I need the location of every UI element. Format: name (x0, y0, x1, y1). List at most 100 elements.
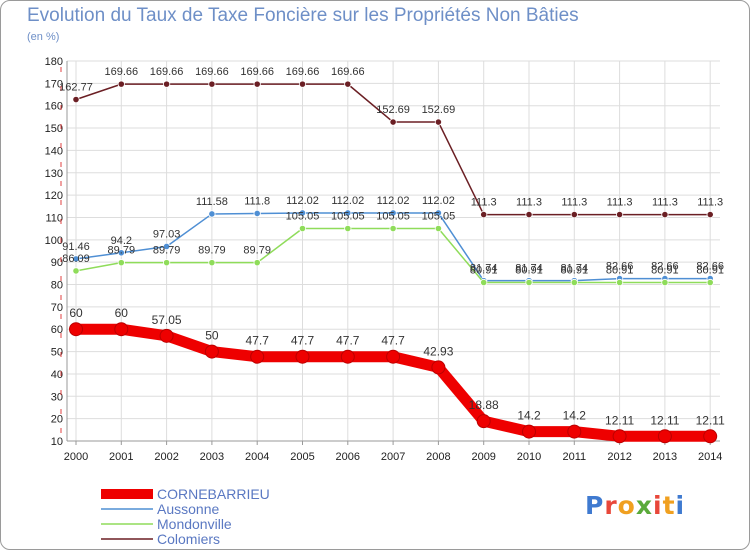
data-label-cornebarrieu: 12.11 (605, 413, 634, 427)
data-point-cornebarrieu (340, 349, 355, 364)
data-label-colomiers: 111.3 (652, 197, 678, 209)
logo-letter: i (675, 491, 686, 520)
data-point-mondonville (525, 278, 533, 287)
x-tick-label: 2002 (154, 451, 178, 463)
data-label-aussonne: 81.74 (561, 263, 589, 275)
x-tick-label: 2007 (381, 451, 405, 463)
data-point-cornebarrieu (69, 322, 83, 337)
y-tick-label: 70 (51, 302, 63, 314)
data-point-cornebarrieu (657, 429, 672, 444)
x-tick-label: 2006 (336, 451, 360, 463)
x-tick-label: 2004 (245, 451, 269, 463)
data-label-mondonville: 89.79 (153, 245, 181, 257)
data-label-colomiers: 152.69 (376, 104, 410, 116)
data-label-mondonville: 80.91 (515, 264, 543, 276)
data-point-mondonville (570, 278, 578, 287)
y-tick-label: 110 (45, 212, 63, 224)
x-tick-label: 2001 (109, 451, 133, 463)
legend-swatch-cornebarrieu (101, 488, 153, 499)
data-label-mondonville: 105.05 (331, 211, 365, 223)
data-point-cornebarrieu (386, 349, 401, 364)
data-point-mondonville (72, 267, 80, 275)
data-point-cornebarrieu (159, 328, 174, 343)
data-label-aussonne: 112.02 (377, 195, 410, 207)
data-label-cornebarrieu: 42.93 (423, 344, 453, 358)
data-label-colomiers: 152.69 (422, 104, 456, 116)
x-tick-label: 2013 (653, 451, 677, 463)
logo-letter: t (662, 491, 676, 520)
chart-unit: (en %) (27, 31, 60, 43)
data-point-cornebarrieu (703, 429, 718, 444)
data-point-cornebarrieu (114, 322, 129, 337)
data-label-cornebarrieu: 47.7 (246, 334, 270, 348)
y-tick-label: 10 (51, 436, 63, 448)
data-point-mondonville (389, 224, 397, 233)
data-point-colomiers (389, 118, 397, 126)
data-label-aussonne: 91.46 (62, 241, 90, 253)
data-point-aussonne (298, 209, 307, 217)
data-label-cornebarrieu: 14.2 (517, 409, 541, 423)
data-point-colomiers (615, 210, 624, 219)
data-label-cornebarrieu: 50 (205, 329, 219, 343)
data-point-cornebarrieu (295, 349, 310, 364)
data-label-aussonne: 111.58 (196, 196, 228, 208)
data-label-mondonville: 80.91 (470, 264, 498, 276)
x-tick-label: 2012 (607, 451, 631, 463)
data-label-colomiers: 169.66 (150, 66, 184, 78)
data-point-colomiers (298, 80, 307, 88)
logo-letter: i (653, 491, 663, 520)
data-label-aussonne: 81.74 (470, 263, 498, 275)
data-label-mondonville: 80.91 (696, 264, 724, 276)
data-label-colomiers: 169.66 (240, 66, 274, 78)
data-point-mondonville (706, 278, 714, 287)
data-point-colomiers (661, 210, 669, 219)
legend-item-colomiers: Colomiers (101, 531, 270, 547)
data-point-mondonville (117, 259, 125, 267)
logo-letter: r (604, 491, 618, 520)
data-label-colomiers: 111.3 (607, 197, 633, 209)
data-label-colomiers: 111.3 (561, 197, 587, 209)
data-point-mondonville (344, 224, 352, 233)
data-label-colomiers: 111.3 (471, 197, 497, 209)
legend: CORNEBARRIEU Aussonne Mondonville Colomi… (101, 485, 270, 547)
y-tick-label: 30 (51, 391, 63, 403)
y-tick-label: 120 (45, 190, 63, 202)
data-point-mondonville (253, 259, 261, 267)
data-point-cornebarrieu (612, 429, 627, 444)
data-label-mondonville: 80.91 (651, 264, 679, 276)
data-point-aussonne (253, 209, 261, 218)
data-label-mondonville: 105.05 (422, 211, 456, 223)
data-label-colomiers: 169.66 (286, 66, 320, 78)
y-tick-label: 170 (45, 78, 63, 90)
data-point-colomiers (434, 118, 442, 126)
y-tick-label: 20 (51, 414, 63, 426)
data-point-mondonville (208, 259, 216, 267)
data-label-mondonville: 86.09 (62, 253, 90, 265)
logo-letter: P (585, 491, 605, 520)
legend-swatch-colomiers (101, 537, 153, 540)
logo-letter: x (635, 491, 653, 520)
data-point-colomiers (72, 95, 80, 104)
data-label-mondonville: 105.05 (376, 211, 410, 223)
data-point-colomiers (344, 80, 352, 88)
data-point-aussonne (389, 209, 397, 217)
data-label-aussonne: 111.8 (244, 195, 270, 207)
data-label-aussonne: 97.03 (153, 228, 181, 240)
x-tick-label: 2011 (562, 451, 586, 463)
data-label-mondonville: 80.91 (606, 264, 634, 276)
y-tick-label: 130 (45, 168, 63, 180)
x-tick-label: 2009 (471, 451, 495, 463)
data-label-mondonville: 89.79 (108, 245, 136, 257)
data-label-cornebarrieu: 47.7 (291, 334, 315, 348)
data-point-aussonne (117, 249, 125, 257)
data-point-aussonne (208, 210, 216, 218)
data-point-mondonville (298, 224, 307, 233)
legend-label-aussonne: Aussonne (157, 500, 220, 517)
data-label-aussonne: 112.02 (422, 195, 455, 207)
legend-item-aussonne: Aussonne (101, 500, 270, 517)
data-label-cornebarrieu: 47.7 (336, 334, 360, 348)
data-point-cornebarrieu (567, 424, 582, 439)
x-tick-label: 2008 (426, 451, 450, 463)
legend-label-cornebarrieu: CORNEBARRIEU (157, 485, 270, 502)
